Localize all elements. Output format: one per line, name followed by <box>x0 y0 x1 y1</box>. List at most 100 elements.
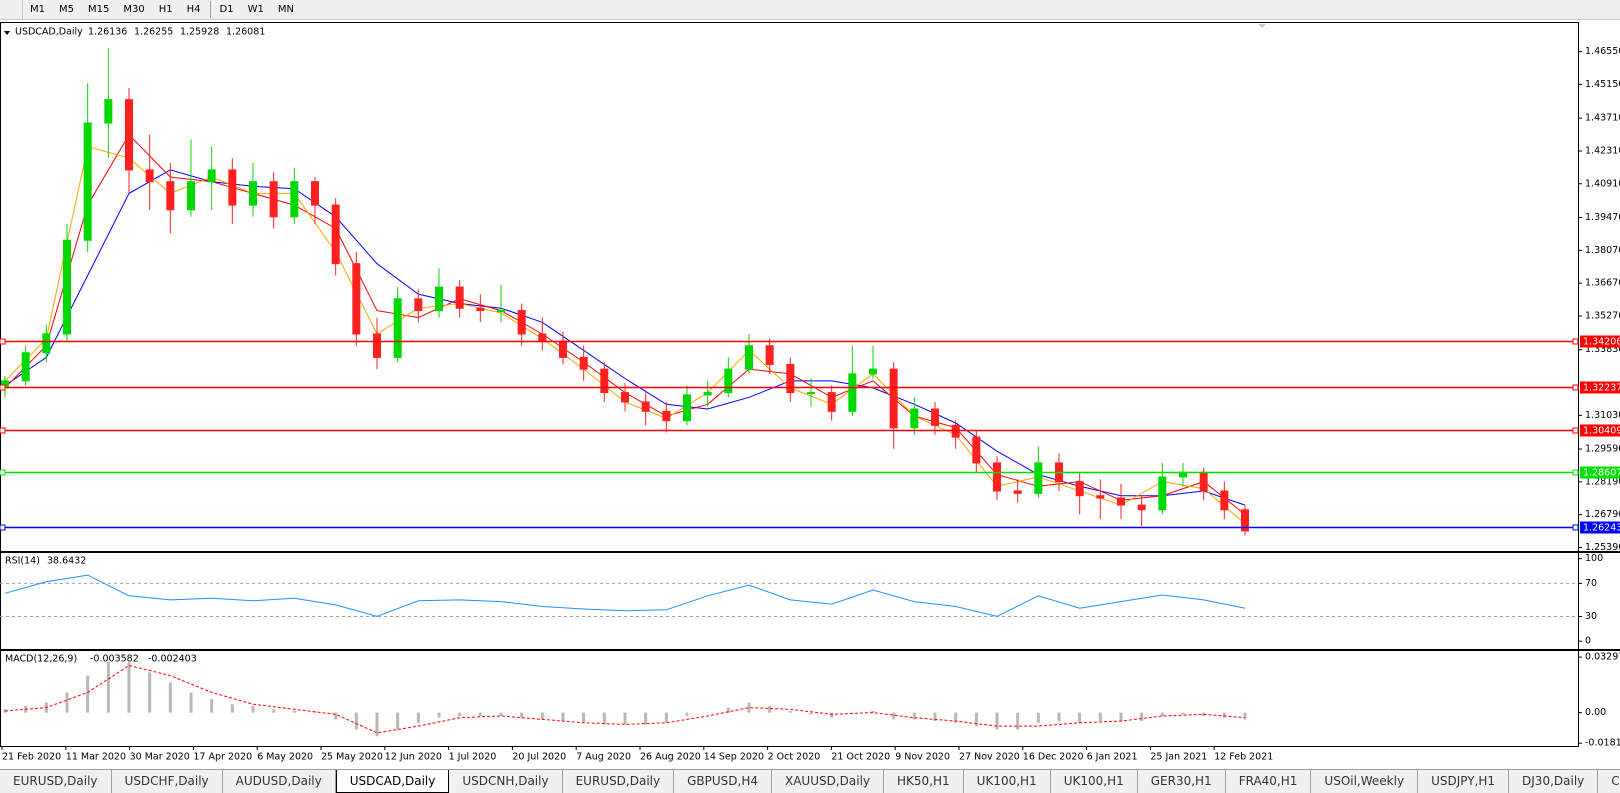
candle-body <box>187 181 195 211</box>
macd-histogram-bar <box>768 705 772 713</box>
timeframe-button[interactable]: W1 <box>247 4 264 15</box>
candle-body <box>352 263 361 335</box>
timeframe-button[interactable]: M30 <box>123 4 145 15</box>
candle-body <box>1034 462 1043 494</box>
level-handle <box>0 524 6 531</box>
candle-body <box>517 310 526 335</box>
macd-histogram-bar <box>313 712 317 714</box>
x-tick-label: 7 Aug 2020 <box>576 752 631 763</box>
candle-body <box>104 99 113 124</box>
macd-histogram-bar <box>168 682 172 713</box>
chart-tabs: EURUSD,Daily USDCHF,Daily AUDUSD,Daily USDC… <box>0 769 1620 793</box>
level-label-box <box>1580 521 1620 534</box>
chart-tab[interactable]: USDCNH,Daily <box>449 770 563 793</box>
macd-histogram-bar <box>334 712 338 720</box>
macd-histogram-bar <box>1160 712 1164 717</box>
timeframe-button[interactable]: M1 <box>30 4 45 15</box>
y-tick-label: 1.26790 <box>1585 509 1620 520</box>
macd-histogram-bar <box>272 709 276 713</box>
candle-body <box>1241 509 1249 532</box>
macd-histogram-bar <box>1222 712 1226 718</box>
macd-histogram-bar <box>86 675 90 713</box>
chart-tab[interactable]: AUDUSD,Daily <box>223 770 336 793</box>
ohlc-close: 1.26081 <box>226 27 265 38</box>
rsi-line <box>4 574 1246 617</box>
macd-histogram-bar <box>1016 712 1020 730</box>
timeframe-button[interactable]: D1 <box>219 4 234 15</box>
chart-tab[interactable]: EURUSD,Daily <box>0 770 112 793</box>
chart-tab[interactable]: CHINA300,H1 <box>1598 770 1620 793</box>
chart-tab[interactable]: GBPUSD,H4 <box>674 770 772 793</box>
chart-tab[interactable]: XAUUSD,Daily <box>772 770 885 793</box>
timeframe-button[interactable]: M15 <box>88 4 110 15</box>
macd-histogram-bar <box>933 712 937 722</box>
level-handle <box>1572 338 1579 345</box>
macd-label: MACD(12,26,9) <box>5 654 77 665</box>
level-handle <box>0 384 6 391</box>
y-tick-label: 1.28190 <box>1585 476 1620 487</box>
macd-histogram-bar <box>1057 712 1061 722</box>
x-tick-label: 6 Jan 2021 <box>1087 752 1138 763</box>
y-tick-label: -0.018154 <box>1585 738 1620 749</box>
macd-histogram-bar <box>1140 712 1144 722</box>
x-tick-label: 21 Oct 2020 <box>831 752 890 763</box>
timeframe-button[interactable]: H1 <box>158 4 173 15</box>
candle-body <box>745 345 753 370</box>
x-tick-label: 9 Nov 2020 <box>895 752 950 763</box>
chart-tab[interactable]: USDCHF,Daily <box>112 770 223 793</box>
macd-histogram-bar <box>210 699 214 713</box>
symbol-label: USDCAD,Daily <box>15 27 83 38</box>
candle-body <box>869 368 877 375</box>
candle-body <box>993 462 1001 492</box>
chart-tab[interactable]: GER30,H1 <box>1138 770 1226 793</box>
ohlc-low: 1.25928 <box>180 27 219 38</box>
macd-signal-value: -0.002403 <box>148 654 197 665</box>
chart-tab[interactable]: USDJPY,H1 <box>1418 770 1510 793</box>
candle-body <box>765 345 774 365</box>
candle-body <box>1220 490 1229 511</box>
x-tick-label: 25 May 2020 <box>321 752 383 763</box>
candle-body <box>559 340 567 358</box>
y-tick-label: 1.42310 <box>1585 145 1620 156</box>
timeframe-button[interactable]: MN <box>277 4 294 15</box>
chart-tab[interactable]: UK100,H1 <box>1051 770 1138 793</box>
macd-histogram-bar <box>1119 712 1123 722</box>
ohlc-high: 1.26255 <box>134 27 173 38</box>
macd-histogram-bar <box>644 712 648 725</box>
timeframe-toolbar: M1 M5 M15 M30 H1 H4 D1 W1 MN <box>0 0 1620 20</box>
x-tick-label: 12 Feb 2021 <box>1214 752 1273 763</box>
chart-tab[interactable]: FRA40,H1 <box>1226 770 1312 793</box>
chart-tab[interactable]: USOil,Weekly <box>1311 770 1419 793</box>
candle-body <box>476 307 485 312</box>
macd-histogram-bar <box>1181 712 1185 715</box>
chart-tab[interactable]: EURUSD,Daily <box>563 770 675 793</box>
chart-tab[interactable]: UK100,H1 <box>964 770 1051 793</box>
x-tick-label: 20 Jul 2020 <box>512 752 566 763</box>
macd-histogram-bar <box>892 712 896 720</box>
toolbar-grip[interactable] <box>0 0 23 19</box>
candle-body <box>166 181 175 211</box>
timeframe-button[interactable]: M5 <box>59 4 74 15</box>
level-label: 1.28607 <box>1583 468 1620 479</box>
candle-body <box>786 363 795 394</box>
macd-histogram-bar <box>974 712 978 727</box>
x-tick-label: 16 Dec 2020 <box>1023 752 1084 763</box>
y-tick-label: 1.31030 <box>1585 410 1620 421</box>
level-label: 1.32237 <box>1583 383 1620 394</box>
candle-body <box>972 436 981 464</box>
chart-tab[interactable]: DJ30,Daily <box>1509 770 1599 793</box>
header-arrow[interactable] <box>4 31 10 35</box>
y-tick-label: 1.36670 <box>1585 278 1620 289</box>
macd-histogram-bar <box>912 712 916 720</box>
x-tick-label: 2 Oct 2020 <box>768 752 821 763</box>
chart-tab[interactable]: HK50,H1 <box>884 770 964 793</box>
macd-histogram-bar <box>106 662 110 713</box>
candle-body <box>1137 504 1146 511</box>
candle-body <box>1075 481 1084 497</box>
timeframe-button[interactable]: H4 <box>186 4 201 15</box>
candle-body <box>724 368 733 394</box>
level-label: 1.30409 <box>1583 426 1620 437</box>
chart-tab[interactable]: USDCAD,Daily <box>335 770 450 793</box>
level-label-box <box>1580 424 1620 437</box>
